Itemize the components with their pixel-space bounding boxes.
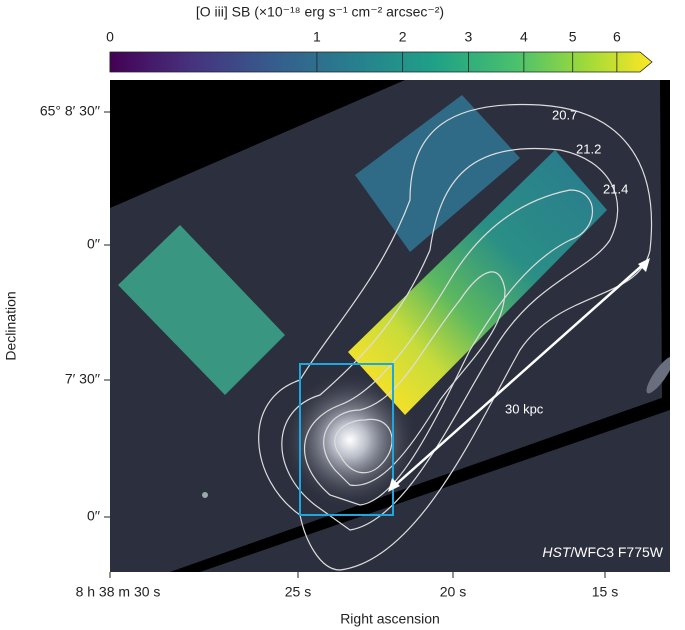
star bbox=[202, 492, 208, 498]
x-axis-label: Right ascension bbox=[340, 611, 440, 627]
contour-label: 21.2 bbox=[576, 141, 601, 156]
y-tick-label: 0′′ bbox=[87, 508, 100, 524]
colorbar-tick-label: 1 bbox=[313, 29, 321, 45]
x-tick-label: 25 s bbox=[285, 584, 311, 600]
y-tick-label: 65° 8′ 30′′ bbox=[40, 103, 101, 119]
y-axis-label: Declination bbox=[3, 291, 19, 360]
scale-bar bbox=[391, 261, 647, 489]
x-tick-label: 8 h 38 m 30 s bbox=[76, 584, 161, 600]
colorbar-tick-label: 3 bbox=[465, 29, 473, 45]
colorbar bbox=[109, 51, 653, 73]
x-tick-label: 20 s bbox=[440, 584, 466, 600]
colorbar-tick-label: 6 bbox=[613, 29, 621, 45]
arrow-head bbox=[388, 478, 400, 492]
instrument-label: HST/WFC3 F775W bbox=[542, 544, 663, 560]
sky-image bbox=[110, 80, 670, 572]
scale-bar-label: 30 kpc bbox=[505, 401, 544, 416]
colorbar-tick-label: 0 bbox=[106, 29, 114, 45]
hst-box bbox=[299, 363, 394, 516]
ifu-field bbox=[118, 225, 285, 395]
x-tick-label: 15 s bbox=[592, 584, 618, 600]
galaxy bbox=[280, 370, 420, 510]
detector-gap bbox=[170, 395, 670, 572]
arrow-head bbox=[638, 258, 650, 272]
telescope: HST bbox=[542, 544, 571, 560]
no-data bbox=[660, 80, 670, 400]
contour-label: 20.7 bbox=[552, 107, 577, 122]
y-tick-label: 7′ 30′′ bbox=[65, 371, 100, 387]
no-data bbox=[110, 80, 405, 208]
colorbar-label: [O iii] SB (×10⁻¹⁸ erg s⁻¹ cm⁻² arcsec⁻²… bbox=[196, 4, 444, 20]
colorbar-body bbox=[109, 51, 653, 73]
ifu-field bbox=[348, 150, 607, 415]
y-tick-label: 0′′ bbox=[87, 236, 100, 252]
colorbar-tick-label: 4 bbox=[520, 29, 528, 45]
colorbar-tick-label: 2 bbox=[399, 29, 407, 45]
galaxy bbox=[646, 356, 670, 394]
ifu-field bbox=[355, 95, 520, 252]
colorbar-tick-label: 5 bbox=[569, 29, 577, 45]
contour-label: 21.4 bbox=[603, 181, 628, 196]
filter: /WFC3 F775W bbox=[570, 544, 663, 560]
